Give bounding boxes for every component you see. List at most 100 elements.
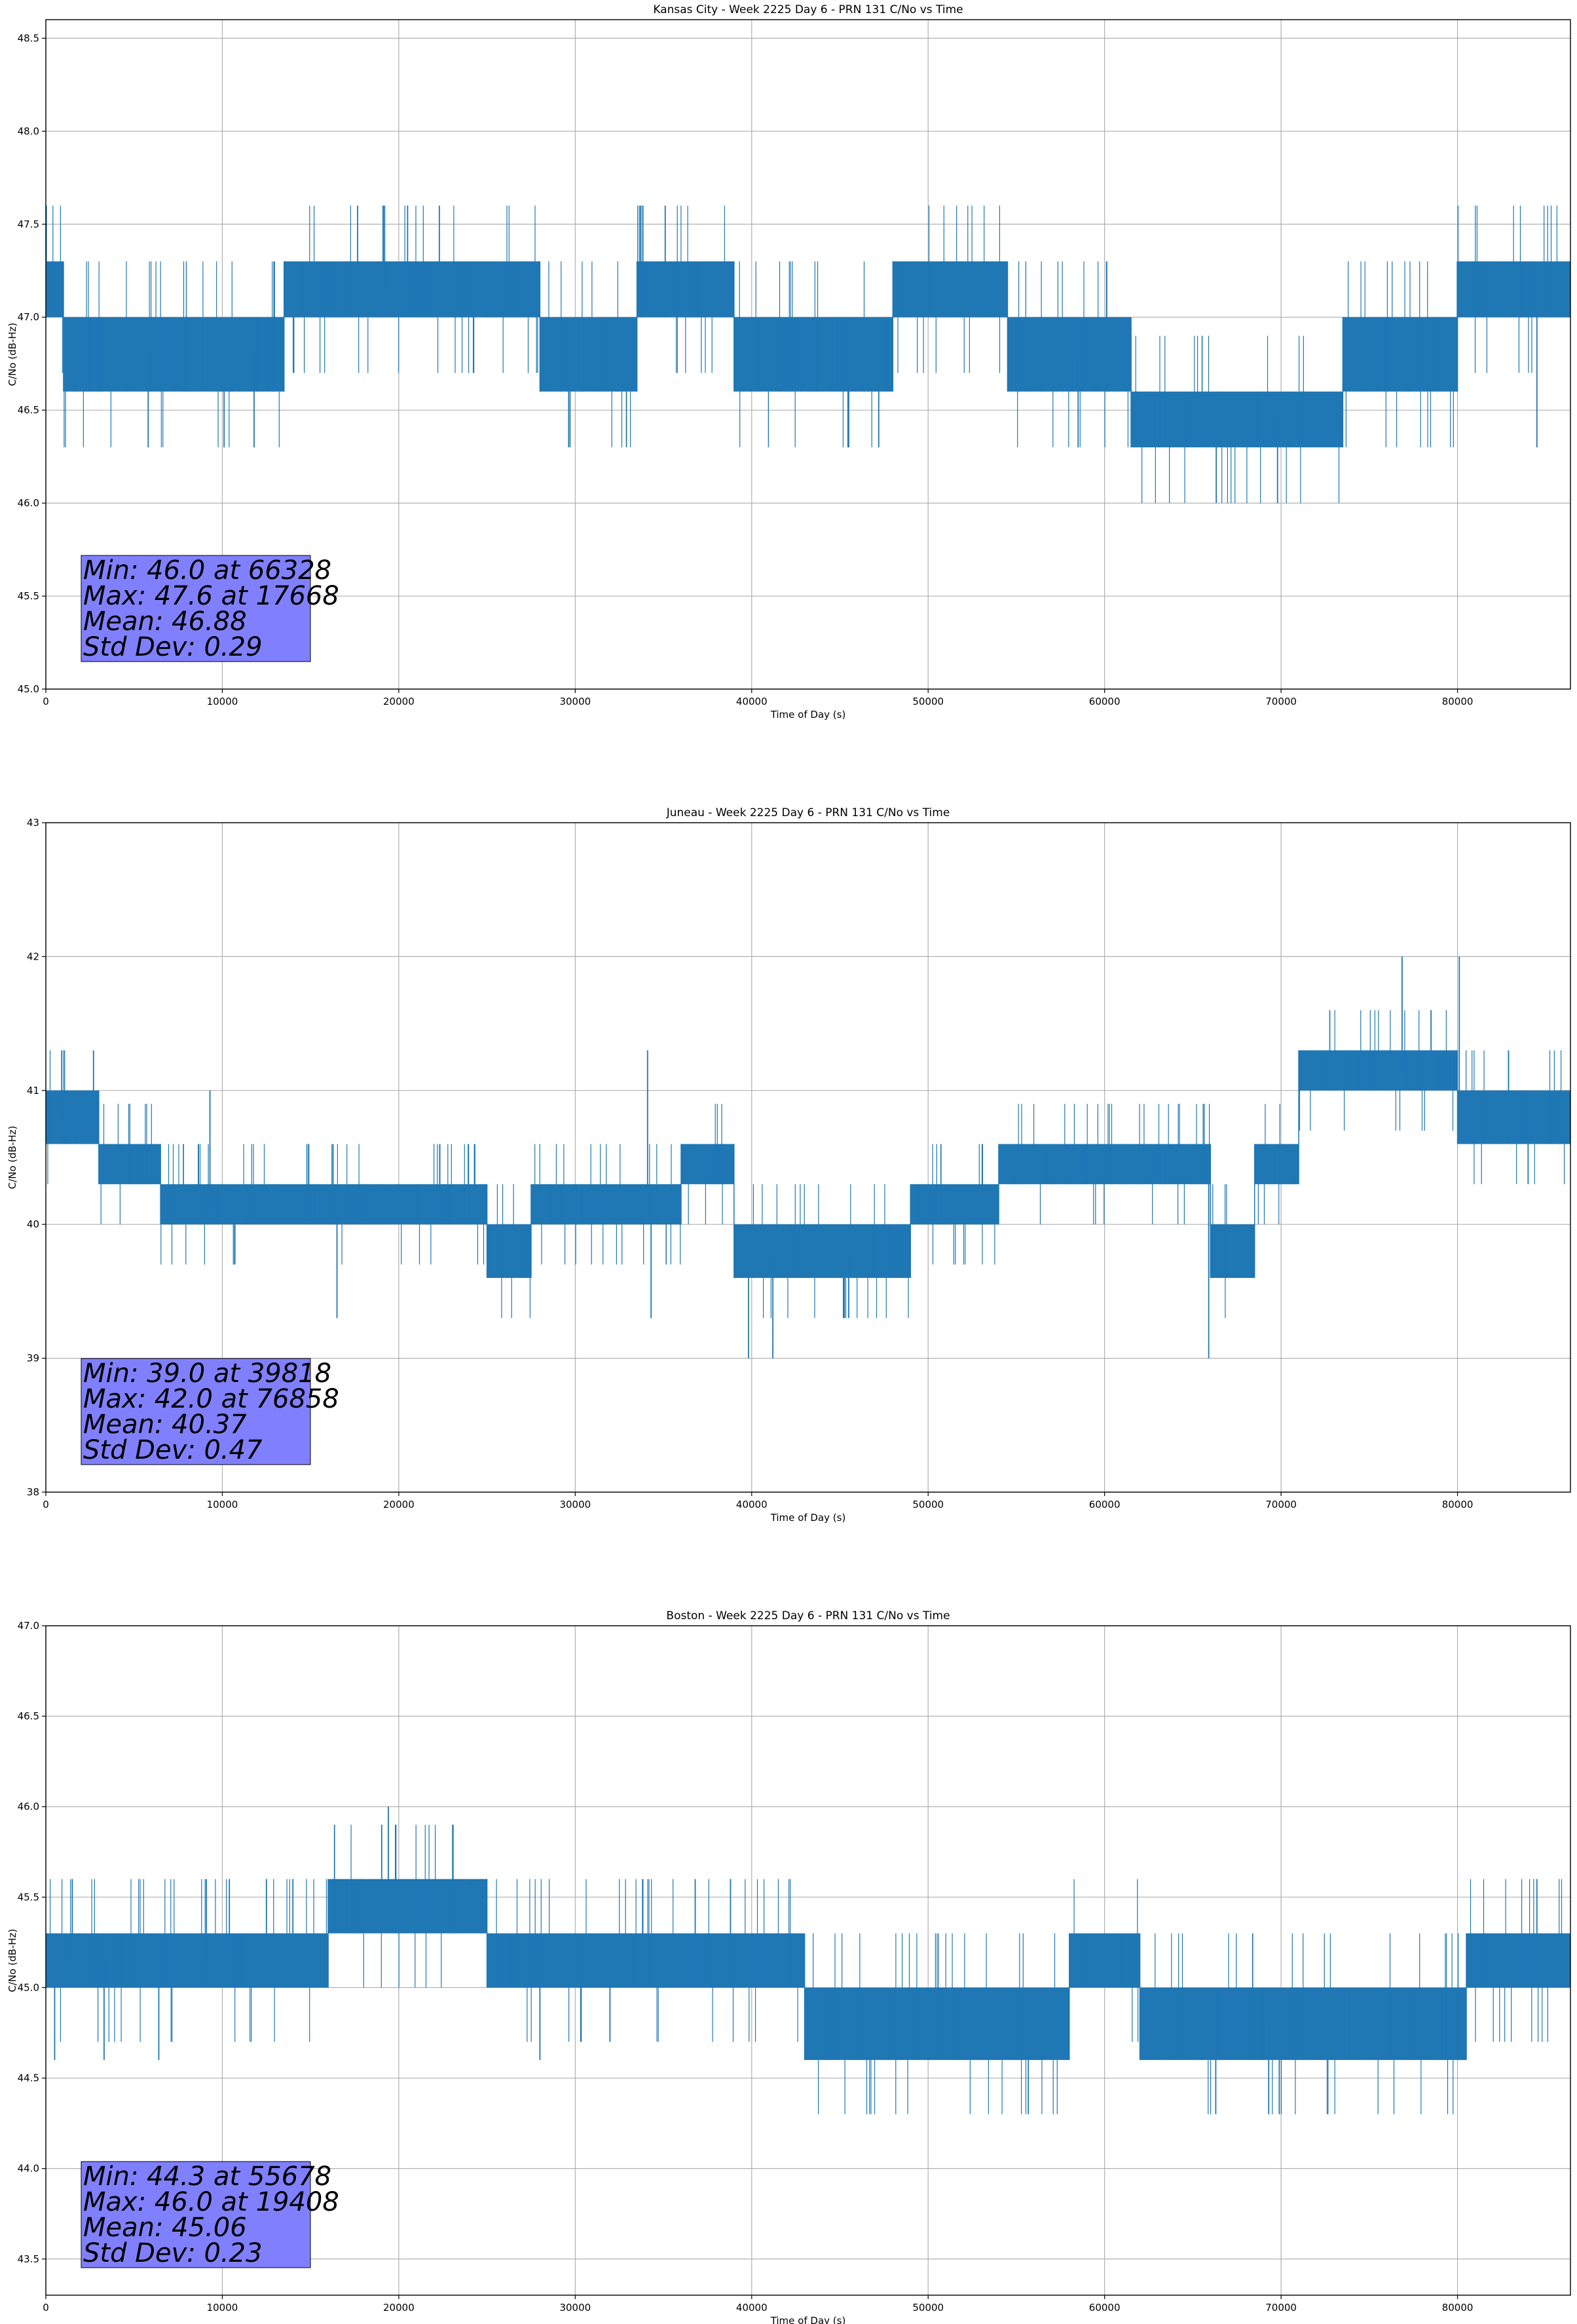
series-band	[637, 261, 734, 318]
series-band	[804, 1224, 911, 1278]
x-tick-label: 50000	[912, 1499, 944, 1510]
y-tick-label: 38	[27, 1486, 39, 1498]
x-tick-label: 50000	[912, 696, 944, 707]
y-tick-label: 47.5	[18, 218, 39, 230]
series-band	[540, 317, 637, 392]
series-flicker	[64, 261, 282, 447]
chart-panel-1: 0 10000 20000 30000 40000 50000 60000 70000 8000…	[7, 3, 1571, 721]
x-tick-label: 80000	[1442, 696, 1474, 707]
stats-mean-label: Mean: 46.88	[83, 607, 247, 637]
series-band	[1131, 391, 1343, 447]
y-tick-label: 43.5	[18, 2253, 39, 2265]
axes-frame	[45, 1625, 1571, 2296]
x-axis-label: Time of Day (s)	[770, 709, 846, 721]
series-flicker	[918, 1144, 995, 1265]
x-tick-label: 70000	[1265, 696, 1297, 707]
series-band	[733, 317, 893, 392]
chart-panel-2: 0 10000 20000 30000 40000 50000 60000 70000 8000…	[7, 806, 1571, 1524]
x-tick-label: 20000	[383, 1499, 415, 1510]
stats-box	[81, 1358, 311, 1465]
stats-box	[81, 555, 311, 662]
series-band	[733, 1224, 805, 1278]
axes-frame	[45, 822, 1571, 1493]
series-flicker	[682, 1104, 726, 1225]
x-tick-label: 60000	[1089, 696, 1121, 707]
y-tick-label: 41	[27, 1085, 39, 1096]
series-flicker	[1257, 1104, 1296, 1225]
x-axis-label: Time of Day (s)	[770, 2315, 846, 2324]
series-flicker	[540, 261, 637, 447]
x-tick-label: 0	[43, 2302, 49, 2314]
x-tick-label: 30000	[559, 1499, 591, 1510]
stats-std-label: Std Dev: 0.47	[83, 1435, 263, 1465]
y-tick-label: 48.5	[18, 32, 39, 44]
series-flicker	[47, 1050, 98, 1184]
y-tick-label: 42	[27, 950, 39, 962]
series-band	[487, 261, 540, 318]
stats-mean-label: Mean: 45.06	[83, 2213, 247, 2243]
stats-min-label: Min: 46.0 at 66328	[83, 555, 331, 586]
y-tick-label: 40	[27, 1218, 39, 1230]
x-tick-label: 70000	[1265, 1499, 1297, 1510]
y-tick-label: 46.5	[18, 404, 39, 416]
y-tick-label: 46.0	[18, 1801, 39, 1812]
series-band	[910, 1184, 999, 1225]
series-flicker	[1005, 1104, 1210, 1225]
stats-min-label: Min: 39.0 at 39818	[83, 1359, 331, 1389]
series-flicker	[1140, 1933, 1459, 2114]
stats-box	[81, 2161, 311, 2268]
series-cno	[46, 205, 1570, 504]
x-tick-label: 20000	[383, 2302, 415, 2314]
y-axis-label: C/No (dB-Hz)	[7, 1126, 18, 1190]
chart-title: Kansas City - Week 2225 Day 6 - PRN 131 …	[653, 3, 963, 16]
series-band	[893, 261, 1008, 318]
series-flicker	[1466, 1050, 1569, 1184]
series-flicker	[894, 205, 1005, 373]
x-tick-label: 0	[43, 696, 49, 707]
y-tick-label: 44.5	[18, 2072, 39, 2084]
series-flicker	[1212, 1184, 1253, 1319]
x-tick-label: 10000	[207, 696, 238, 707]
x-tick-label: 70000	[1265, 2302, 1297, 2314]
series-flicker	[637, 205, 733, 373]
x-tick-label: 40000	[736, 696, 768, 707]
series-band	[328, 1879, 487, 1934]
series-flicker	[492, 205, 538, 373]
series-band	[1457, 261, 1570, 318]
series-band	[1210, 1224, 1255, 1278]
y-tick-label: 48.0	[18, 125, 39, 137]
y-tick-label: 45.0	[18, 1981, 39, 1993]
series-flicker	[296, 1879, 327, 2042]
y-tick-label: 46.0	[18, 497, 39, 509]
series-flicker	[46, 205, 64, 373]
series-band	[487, 1224, 531, 1278]
series-cno	[46, 1807, 1570, 2114]
x-tick-label: 50000	[912, 2302, 944, 2314]
x-axis-label: Time of Day (s)	[770, 1512, 846, 1524]
series-flicker	[805, 1933, 1067, 2114]
series-band	[1457, 1090, 1570, 1144]
series-flicker	[1070, 1879, 1139, 2042]
series-band	[46, 1933, 293, 1988]
x-tick-label: 30000	[559, 696, 591, 707]
x-tick-label: 80000	[1442, 1499, 1474, 1510]
series-flicker	[811, 1184, 909, 1319]
y-axis-label: C/No (dB-Hz)	[7, 1929, 18, 1993]
series-flicker	[1130, 335, 1340, 504]
x-tick-label: 60000	[1089, 2302, 1121, 2314]
series-flicker	[1457, 205, 1560, 373]
series-band	[293, 1933, 329, 1988]
y-tick-label: 43	[27, 817, 39, 829]
x-tick-label: 10000	[207, 2302, 238, 2314]
x-tick-label: 40000	[736, 1499, 768, 1510]
series-band	[1466, 1933, 1570, 1988]
series-flicker	[331, 1824, 483, 1988]
x-tick-label: 40000	[736, 2302, 768, 2314]
series-flicker	[534, 1144, 681, 1265]
chart-title: Boston - Week 2225 Day 6 - PRN 131 C/No …	[666, 1609, 950, 1622]
series-cno	[46, 956, 1570, 1359]
x-tick-label: 60000	[1089, 1499, 1121, 1510]
series-flicker	[491, 1879, 798, 2042]
y-tick-label: 45.0	[18, 683, 39, 695]
